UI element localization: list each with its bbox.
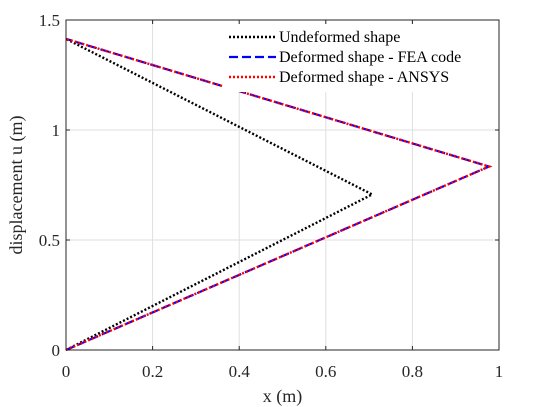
y-tick-label: 0.5 — [39, 231, 60, 250]
legend-label-fea: Deformed shape - FEA code — [279, 49, 461, 66]
legend-label-ansys: Deformed shape - ANSYS — [279, 69, 449, 86]
x-tick-label: 0.4 — [229, 362, 251, 381]
y-tick-label: 1.5 — [39, 11, 60, 30]
y-tick-label: 0 — [52, 341, 61, 360]
series-group — [65, 37, 493, 352]
x-axis-label: x (m) — [263, 386, 303, 407]
series-ansys-line — [65, 37, 493, 352]
axes-box — [65, 19, 500, 351]
legend-label-undeformed: Undeformed shape — [279, 29, 400, 46]
tick-labels: 0 0.2 0.4 0.6 0.8 1 0 0.5 1 1.5 — [39, 11, 504, 381]
legend: Undeformed shape Deformed shape - FEA co… — [223, 24, 496, 92]
x-tick-label: 0 — [62, 362, 71, 381]
y-axis-label: displacement u (m) — [6, 116, 27, 255]
x-tick-label: 0.6 — [315, 362, 336, 381]
x-tick-label: 0.8 — [402, 362, 423, 381]
series-undeformed-line — [65, 37, 375, 352]
y-tick-label: 1 — [52, 121, 61, 140]
x-tick-label: 0.2 — [142, 362, 163, 381]
x-tick-label: 1 — [495, 362, 504, 381]
ticks — [65, 19, 500, 351]
